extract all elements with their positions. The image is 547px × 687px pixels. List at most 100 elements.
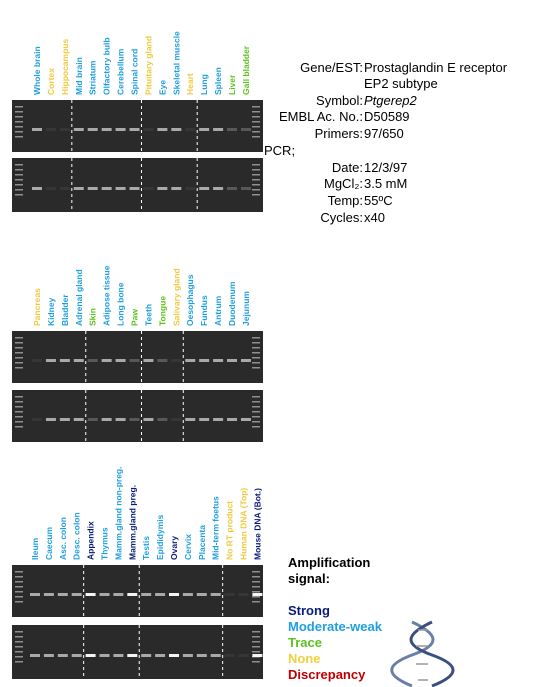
lane-label: Adrenal gland: [74, 269, 84, 326]
gel: [12, 565, 263, 617]
band: [45, 359, 56, 362]
gel: [12, 625, 263, 679]
band: [129, 418, 140, 421]
lane-label: Testis: [141, 536, 151, 560]
info-value: 55ºC: [364, 193, 393, 208]
gel: [12, 158, 263, 212]
lane-label: Antrum: [213, 295, 223, 326]
band: [87, 128, 98, 131]
gel: [12, 100, 263, 152]
band: [73, 418, 84, 421]
band: [238, 593, 249, 596]
lane-label: Pituitary gland: [143, 36, 153, 95]
band: [182, 593, 193, 596]
band: [113, 654, 124, 657]
lane-label: Cervix: [183, 534, 193, 560]
band: [85, 654, 96, 657]
ladder-band: [252, 401, 260, 403]
band: [182, 654, 193, 657]
band: [115, 418, 126, 421]
ladder-band: [15, 661, 23, 663]
ladder-band: [15, 586, 23, 588]
ladder-band: [15, 396, 23, 398]
lane-label: Long bone: [116, 282, 126, 326]
lane-label: Human DNA (Top): [239, 488, 249, 560]
band: [185, 359, 196, 362]
band: [32, 128, 42, 131]
legend-item: Moderate-weak: [288, 619, 383, 634]
ladder-band: [252, 651, 260, 653]
lane-label: Whole brain: [32, 46, 42, 95]
band: [59, 128, 70, 131]
band: [143, 359, 154, 362]
ladder-band: [252, 347, 260, 349]
info-label: Date:: [332, 160, 363, 175]
legend-item: Trace: [288, 635, 322, 650]
legend-item: None: [288, 651, 321, 666]
lane-label: Skin: [88, 308, 98, 326]
ladder-band: [15, 651, 23, 653]
lane-label: Tongue: [157, 296, 167, 326]
ladder-band: [252, 106, 260, 108]
band: [240, 418, 251, 421]
lane-label: Ileum: [30, 537, 40, 560]
ladder-band: [15, 352, 23, 354]
ladder-band: [252, 641, 260, 643]
lane-label: Eye: [157, 80, 167, 95]
ladder-band: [15, 116, 23, 118]
ladder-band: [15, 421, 23, 423]
lane-label: Mamm.gland non-preg.: [113, 467, 123, 561]
ladder-band: [15, 342, 23, 344]
band: [196, 593, 207, 596]
lane-label: Cerebellum: [116, 48, 126, 95]
ladder-band: [15, 106, 23, 108]
info-label: Temp:: [328, 193, 363, 208]
lane-label: Olfactory bulb: [102, 37, 112, 95]
lane-label: Mouse DNA (Bot.): [252, 488, 262, 560]
band: [185, 128, 196, 131]
band: [213, 187, 224, 190]
band: [240, 359, 251, 362]
info-label: MgCl₂:: [324, 176, 363, 191]
ladder-band: [252, 596, 260, 598]
lane-label: Spleen: [213, 67, 223, 95]
legend-title: Amplification: [288, 555, 370, 570]
band: [87, 359, 98, 362]
info-value: x40: [364, 210, 385, 225]
band: [155, 654, 166, 657]
info-label: Symbol:: [316, 93, 363, 108]
band: [32, 418, 42, 421]
info-value: EP2 subtype: [364, 76, 438, 91]
band: [32, 187, 42, 190]
band: [157, 359, 168, 362]
band: [199, 418, 210, 421]
gel: [12, 390, 263, 442]
band: [213, 128, 224, 131]
ladder-band: [252, 179, 260, 181]
ladder-band: [15, 591, 23, 593]
lane-label: Paw: [130, 309, 140, 326]
ladder-band: [252, 636, 260, 638]
ladder-band: [252, 131, 260, 133]
ladder-band: [15, 571, 23, 573]
lane-label: Kidney: [46, 297, 56, 326]
band: [171, 128, 182, 131]
band: [143, 128, 154, 131]
band: [169, 654, 179, 657]
lane-label: Liver: [227, 74, 237, 95]
band: [43, 654, 54, 657]
lane-label: Mid-term foetus: [211, 496, 221, 560]
band: [157, 418, 168, 421]
band: [227, 359, 238, 362]
band: [85, 593, 96, 596]
band: [115, 187, 126, 190]
ladder-band: [15, 189, 23, 191]
legend-item: Strong: [288, 603, 330, 618]
ladder-band: [252, 646, 260, 648]
info-value: 3.5 mM: [364, 176, 407, 191]
ladder-band: [15, 179, 23, 181]
band: [99, 593, 110, 596]
ladder-band: [15, 194, 23, 196]
ladder-band: [15, 406, 23, 408]
